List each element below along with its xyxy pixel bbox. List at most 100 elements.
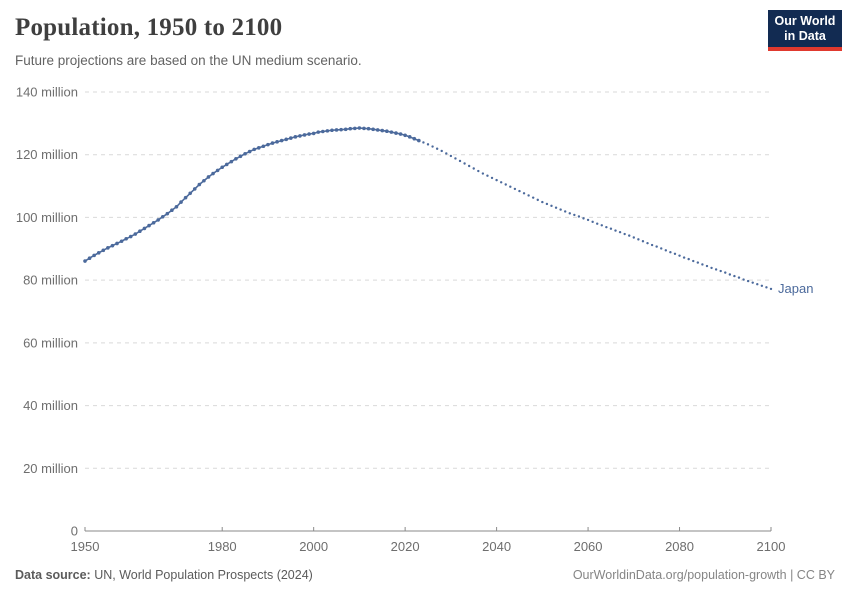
series-projection-dot[interactable] <box>541 200 544 204</box>
series-projection-dot[interactable] <box>769 287 773 291</box>
series-point-marker[interactable] <box>407 135 412 139</box>
series-projection-dot[interactable] <box>481 172 485 175</box>
series-projection-dot[interactable] <box>477 169 480 173</box>
series-projection-dot[interactable] <box>733 274 736 278</box>
series-point-marker[interactable] <box>96 251 101 255</box>
series-point-marker[interactable] <box>325 129 330 133</box>
series-projection-dot[interactable] <box>632 236 635 239</box>
series-projection-dot[interactable] <box>742 278 745 281</box>
series-projection-dot[interactable] <box>678 254 681 257</box>
series-projection-dot[interactable] <box>545 202 549 206</box>
series-projection-dot[interactable] <box>435 147 439 150</box>
series-point-marker[interactable] <box>321 129 325 134</box>
series-projection-dot[interactable] <box>499 181 503 184</box>
series-projection-dot[interactable] <box>756 283 759 286</box>
series-point-marker[interactable] <box>224 162 229 167</box>
data-source-note[interactable]: Data source: UN, World Population Prospe… <box>15 568 313 582</box>
series-projection-dot[interactable] <box>728 273 732 276</box>
series-projection-dot[interactable] <box>628 234 631 237</box>
series-projection-dot[interactable] <box>669 251 672 254</box>
series-point-marker[interactable] <box>83 259 87 263</box>
series-point-marker[interactable] <box>142 226 147 231</box>
series-projection-dot[interactable] <box>568 212 571 215</box>
series-projection-dot[interactable] <box>554 206 558 209</box>
series-projection-dot[interactable] <box>445 152 448 155</box>
series-point-marker[interactable] <box>343 127 348 132</box>
series-projection-dot[interactable] <box>463 162 466 165</box>
series-line-historical[interactable] <box>84 127 420 262</box>
series-projection-dot[interactable] <box>559 208 562 211</box>
series-projection-dot[interactable] <box>504 183 507 186</box>
series-projection-dot[interactable] <box>650 243 654 247</box>
series-point-marker[interactable] <box>261 144 266 149</box>
series-point-marker[interactable] <box>106 246 110 250</box>
series-point-marker[interactable] <box>234 156 238 161</box>
series-point-marker[interactable] <box>330 128 334 133</box>
series-point-marker[interactable] <box>385 129 389 133</box>
series-projection-dot[interactable] <box>673 252 677 256</box>
series-point-marker[interactable] <box>362 126 366 131</box>
series-projection-dot[interactable] <box>682 256 686 259</box>
series-projection-dot[interactable] <box>710 266 713 270</box>
series-projection-dot[interactable] <box>609 227 613 230</box>
series-projection-dot[interactable] <box>527 194 530 197</box>
series-point-marker[interactable] <box>101 248 106 253</box>
series-projection-dot[interactable] <box>596 222 599 225</box>
series-point-marker[interactable] <box>289 136 293 140</box>
series-point-marker[interactable] <box>394 131 398 135</box>
series-point-marker[interactable] <box>229 159 234 164</box>
series-point-marker[interactable] <box>275 140 279 144</box>
series-projection-dot[interactable] <box>746 279 750 283</box>
entity-label-japan[interactable]: Japan <box>778 281 813 296</box>
series-projection-dot[interactable] <box>687 257 690 261</box>
series-point-marker[interactable] <box>247 149 252 154</box>
series-point-marker[interactable] <box>366 126 371 131</box>
series-projection-dot[interactable] <box>454 157 457 160</box>
series-point-marker[interactable] <box>92 253 96 258</box>
series-projection-dot[interactable] <box>724 271 727 274</box>
series-projection-dot[interactable] <box>422 141 425 144</box>
series-projection-dot[interactable] <box>467 164 471 168</box>
series-point-marker[interactable] <box>128 234 133 239</box>
series-projection-dot[interactable] <box>518 189 521 193</box>
series-point-marker[interactable] <box>307 132 311 136</box>
series-point-marker[interactable] <box>202 178 206 183</box>
series-point-marker[interactable] <box>124 236 128 241</box>
series-point-marker[interactable] <box>110 243 115 248</box>
series-point-marker[interactable] <box>266 142 270 147</box>
series-point-marker[interactable] <box>284 137 289 142</box>
series-projection-dot[interactable] <box>591 220 594 224</box>
series-point-marker[interactable] <box>398 132 403 136</box>
series-projection-dot[interactable] <box>495 178 498 182</box>
series-projection-dot[interactable] <box>751 281 754 284</box>
series-point-marker[interactable] <box>192 187 197 191</box>
series-point-marker[interactable] <box>183 195 188 200</box>
series-projection-dot[interactable] <box>765 286 768 289</box>
series-point-marker[interactable] <box>270 141 275 145</box>
series-point-marker[interactable] <box>293 135 298 139</box>
series-point-marker[interactable] <box>238 154 243 159</box>
series-projection-dot[interactable] <box>637 238 640 241</box>
series-point-marker[interactable] <box>403 133 407 138</box>
series-point-marker[interactable] <box>147 223 151 228</box>
series-point-marker[interactable] <box>417 138 421 143</box>
series-projection-dot[interactable] <box>605 225 608 229</box>
series-projection-dot[interactable] <box>586 218 590 222</box>
series-point-marker[interactable] <box>375 128 380 132</box>
series-projection-dot[interactable] <box>458 159 462 163</box>
series-projection-dot[interactable] <box>623 232 626 236</box>
series-point-marker[interactable] <box>115 241 119 246</box>
series-point-marker[interactable] <box>179 200 183 204</box>
series-point-marker[interactable] <box>211 171 215 176</box>
series-projection-dot[interactable] <box>573 213 576 217</box>
series-point-marker[interactable] <box>243 151 247 156</box>
series-point-marker[interactable] <box>256 146 261 150</box>
series-projection-dot[interactable] <box>513 187 517 191</box>
owid-url-license-link[interactable]: OurWorldinData.org/population-growth | C… <box>572 568 835 582</box>
series-point-marker[interactable] <box>311 131 316 136</box>
series-point-marker[interactable] <box>151 220 156 225</box>
series-projection-dot[interactable] <box>641 240 645 243</box>
series-projection-dot[interactable] <box>431 145 434 148</box>
series-projection-dot[interactable] <box>564 210 567 213</box>
